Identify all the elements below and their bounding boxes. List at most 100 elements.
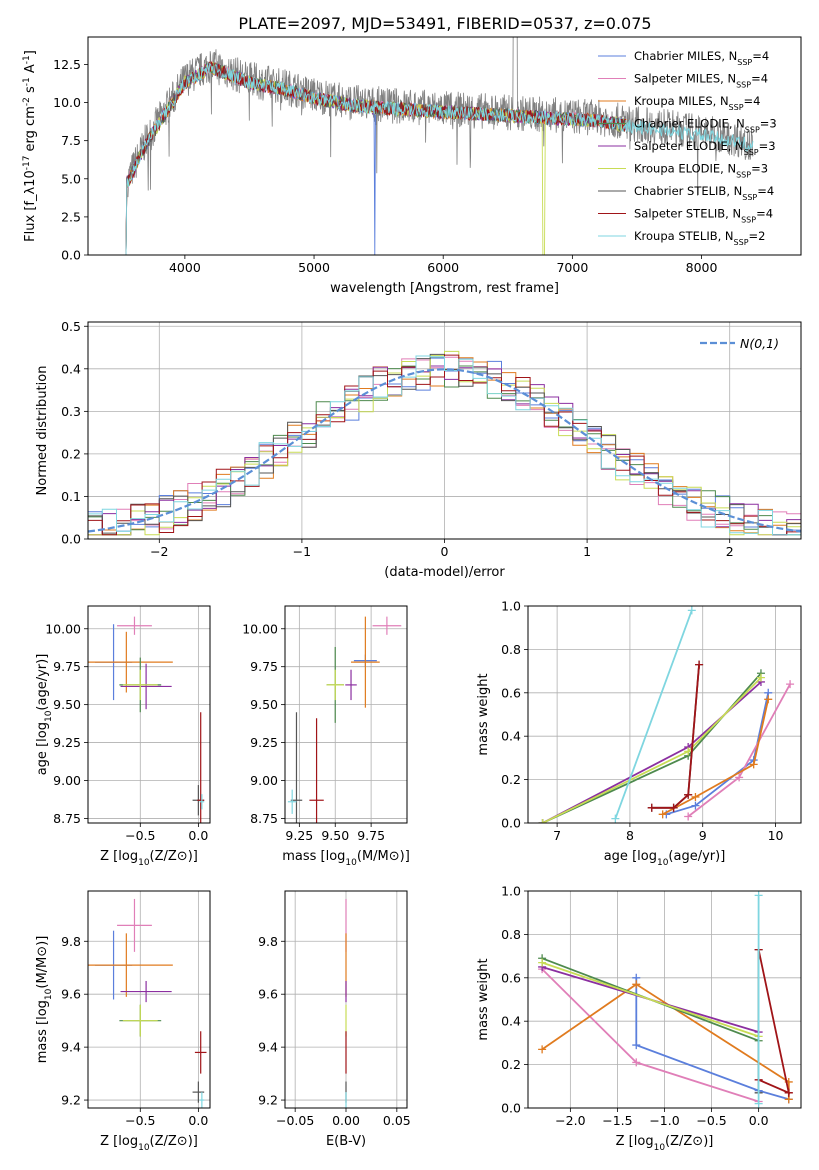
spectrum-panel: 4000 5000 6000 7000 8000 0.0 2.5 5.0 7.5 10.0 12.5… bbox=[22, 36, 802, 296]
weight-line-5 bbox=[541, 961, 759, 1038]
weight-line-8 bbox=[614, 609, 693, 820]
axes-frame bbox=[284, 890, 408, 1109]
x-tick-label: 9.50 bbox=[321, 828, 349, 843]
axes-frame bbox=[527, 890, 802, 1109]
y-tick-label: 0.2 bbox=[501, 1057, 521, 1072]
weight-marker-2 bbox=[691, 792, 700, 801]
y-tick-label: 5.0 bbox=[61, 171, 81, 186]
y-tick-label: 0.6 bbox=[501, 970, 521, 985]
y-tick-label: 9.50 bbox=[250, 697, 278, 712]
y-axis-label: Flux [f_λ10-17 erg cm-2 s-1 A-1] bbox=[22, 50, 38, 242]
weight-line-3 bbox=[542, 672, 762, 823]
axes-frame bbox=[87, 321, 802, 540]
x-tick-label: 9.25 bbox=[285, 828, 313, 843]
y-tick-label: 0.2 bbox=[61, 446, 81, 461]
legend-label: Kroupa ELODIE, NSSP=3 bbox=[634, 162, 768, 180]
y-tick-label: 9.50 bbox=[53, 697, 81, 712]
axes-frame bbox=[284, 605, 408, 824]
y-tick-label: 0.2 bbox=[501, 772, 521, 787]
x-tick-label: 9 bbox=[699, 828, 707, 843]
plot-area bbox=[88, 898, 207, 1108]
weight-marker-7 bbox=[784, 1088, 793, 1097]
weight-marker-7 bbox=[669, 803, 678, 812]
y-tick-label: 1.0 bbox=[501, 599, 521, 614]
x-tick-label: 0 bbox=[441, 544, 449, 559]
x-tick-label: −0.5 bbox=[696, 1113, 726, 1128]
y-tick-label: 9.00 bbox=[250, 773, 278, 788]
y-tick-label: 9.2 bbox=[258, 1093, 278, 1108]
weight-marker-5 bbox=[538, 819, 547, 823]
y-tick-label: 10.00 bbox=[242, 621, 278, 636]
weight-marker-1 bbox=[684, 812, 693, 821]
x-tick-label: −1.5 bbox=[602, 1113, 632, 1128]
plot-area bbox=[88, 350, 801, 536]
weight-marker-8 bbox=[754, 1099, 763, 1108]
x-tick-label: −0.5 bbox=[125, 1113, 155, 1128]
x-tick-label: 5000 bbox=[298, 260, 330, 275]
weight-marker-7 bbox=[695, 660, 704, 669]
x-tick-label: 0.0 bbox=[188, 828, 208, 843]
legend-label: Chabrier ELODIE, NSSP=3 bbox=[634, 117, 777, 135]
weight-marker-7 bbox=[684, 790, 693, 799]
x-tick-label: −1.0 bbox=[649, 1113, 679, 1128]
age-vs-mass-panel: 9.25 9.50 9.75 8.75 9.00 9.25 9.50 9.75 10.00 mas… bbox=[242, 605, 410, 868]
y-tick-label: 1.0 bbox=[501, 884, 521, 899]
weight-marker-8 bbox=[611, 814, 620, 823]
y-tick-label: 9.75 bbox=[53, 659, 81, 674]
y-tick-label: 0.0 bbox=[501, 1101, 521, 1116]
x-tick-label: 6000 bbox=[427, 260, 459, 275]
axes-frame bbox=[87, 890, 211, 1109]
x-tick-label: 2 bbox=[726, 544, 734, 559]
y-tick-label: 8.75 bbox=[53, 811, 81, 826]
y-axis-label: Normed distribution bbox=[35, 366, 50, 496]
x-axis-label: E(B-V) bbox=[326, 1134, 366, 1149]
weight-line-2 bbox=[541, 983, 790, 1100]
y-tick-label: 0.0 bbox=[61, 532, 81, 547]
observed-spectrum bbox=[127, 37, 754, 198]
model-spectrum-0 bbox=[122, 62, 627, 255]
weight-vs-age-panel: 7 8 9 10 0.0 0.2 0.4 0.6 0.8 1.0 age [log10(age/yr… bbox=[476, 599, 802, 868]
residuals-panel: −2 −1 0 1 2 0.0 0.1 0.2 0.3 0.4 0.5 (data-model)/er… bbox=[35, 319, 802, 580]
y-axis-label: mass weight bbox=[476, 673, 491, 755]
plot-area bbox=[538, 606, 795, 823]
residual-hist-8 bbox=[88, 355, 801, 536]
plot-area bbox=[88, 616, 205, 823]
weight-line-4 bbox=[542, 681, 762, 823]
x-tick-label: −0.5 bbox=[125, 828, 155, 843]
weight-line-2 bbox=[662, 699, 770, 816]
y-tick-label: 9.6 bbox=[258, 987, 278, 1002]
x-tick-label: 0.0 bbox=[188, 1113, 208, 1128]
weight-line-0 bbox=[635, 977, 790, 1101]
x-tick-label: 0.05 bbox=[383, 1113, 411, 1128]
x-tick-label: 1 bbox=[583, 544, 591, 559]
y-tick-label: 0.3 bbox=[61, 404, 81, 419]
weight-marker-8 bbox=[754, 891, 763, 900]
x-axis-label: mass [log10(M/M⊙)] bbox=[282, 849, 410, 868]
y-tick-label: 0.0 bbox=[501, 816, 521, 831]
legend-label: Salpeter STELIB, NSSP=4 bbox=[634, 207, 773, 225]
weight-marker-5 bbox=[538, 958, 547, 967]
y-tick-label: 7.5 bbox=[61, 133, 81, 148]
y-tick-label: 0.1 bbox=[61, 489, 81, 504]
weight-line-1 bbox=[541, 968, 759, 1103]
y-tick-label: 9.8 bbox=[61, 934, 81, 949]
y-tick-label: 9.4 bbox=[258, 1040, 278, 1055]
x-axis-label: age [log10(age/yr)] bbox=[604, 849, 726, 868]
legend-label: Kroupa STELIB, NSSP=2 bbox=[634, 229, 765, 247]
y-tick-label: 10.0 bbox=[53, 95, 81, 110]
x-tick-label: 4000 bbox=[169, 260, 201, 275]
weight-marker-2 bbox=[658, 810, 667, 819]
x-tick-label: −1 bbox=[293, 544, 311, 559]
legend-label: Salpeter MILES, NSSP=4 bbox=[634, 72, 768, 90]
weight-marker-8 bbox=[687, 606, 696, 615]
x-tick-label: 7 bbox=[553, 828, 561, 843]
axes-frame bbox=[87, 605, 211, 824]
x-tick-label: −2 bbox=[150, 544, 168, 559]
y-tick-label: 9.2 bbox=[61, 1093, 81, 1108]
x-axis-label: Z [log10(Z/Z⊙)] bbox=[100, 849, 198, 868]
model-spectrum-8 bbox=[122, 62, 754, 255]
normal-curve bbox=[88, 368, 801, 533]
y-tick-label: 0.8 bbox=[501, 927, 521, 942]
y-tick-label: 9.25 bbox=[250, 735, 278, 750]
